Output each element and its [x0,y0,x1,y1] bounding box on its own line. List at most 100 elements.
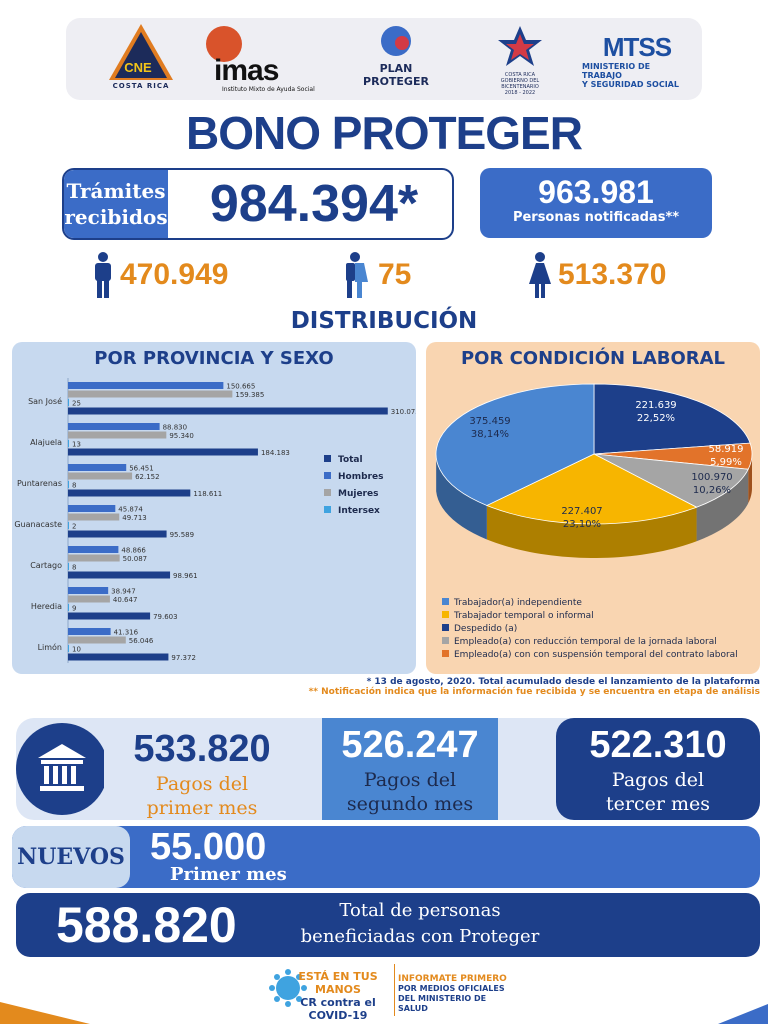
plan-proteger-line2: PROTEGER [363,75,429,88]
legend-label: Hombres [338,472,383,482]
category-label: Heredia [31,602,62,611]
tramites-label-line1: Trámites [66,179,166,203]
bar-value-label: 56.451 [129,465,154,473]
category-label: Puntarenas [17,479,62,488]
bar-value-label: 88.830 [163,424,188,432]
pie-slice-side [748,454,752,504]
pie-percent-label: 10,26% [693,485,731,496]
gender-intersex: 75 [338,250,411,300]
gobierno-line2: GOBIERNO DEL BICENTENARIO [500,78,540,90]
bar-value-label: 95.589 [170,531,195,539]
bar-intersex [68,481,69,488]
pago-primer-line1: Pagos del [155,773,249,795]
gobierno-line3: 2018 - 2022 [504,90,536,96]
pie-slice-side [696,469,749,542]
mtss-line2: Y SEGURIDAD SOCIAL [582,80,679,89]
pago-tercer-mes: 522.310 Pagos del tercer mes [556,718,760,820]
info-text: INFORMATE PRIMERO POR MEDIOS OFICIALES D… [398,974,518,1014]
virus-icon [269,969,307,1007]
info-line2: POR MEDIOS OFICIALES [398,984,505,993]
info-line3: DEL MINISTERIO DE SALUD [398,994,487,1013]
footer: ESTÁ EN TUS MANOS CR contra el COVID-19 … [260,962,520,1022]
bar-hombres [68,587,109,594]
notificadas-box: 963.981 Personas notificadas** [480,168,712,238]
bar-value-label: 8 [72,482,76,490]
bar-intersex [68,604,69,611]
bar-total [68,612,151,620]
gender-hombres: 470.949 [92,250,228,300]
pie-value-label: 58.919 [709,444,744,455]
pie-legend-swatch [442,650,449,657]
bar-mujeres [68,595,110,603]
pie-value-label: 375.459 [469,416,510,427]
bar-value-label: 184.183 [261,449,290,457]
pie-slice [435,383,595,506]
bar-value-label: 13 [72,441,81,449]
bar-value-label: 38.947 [111,588,136,596]
pago-segundo-mes: 526.247 Pagos del segundo mes [322,718,498,820]
hombres-value: 470.949 [120,258,229,291]
pie-slice [485,453,698,525]
pago-segundo-value: 526.247 [341,724,479,766]
bar-intersex [68,440,69,447]
laboral-panel: POR CONDICIÓN LABORAL 375.459 38,14% 221.6… [426,342,760,674]
bar-value-label: 8 [72,564,76,572]
legend-swatch [324,489,331,496]
bar-value-label: 150.665 [226,383,255,391]
bar-value-label: 48.866 [121,547,146,555]
intersex-icon [346,252,368,298]
bar-total [68,489,191,497]
bar-total [68,407,388,415]
legend-swatch [324,506,331,513]
bar-value-label: 118.611 [193,490,222,498]
legend-label: Intersex [338,506,380,516]
category-label: Guanacaste [14,520,62,529]
pago-tercer-value: 522.310 [589,724,727,766]
bar-intersex [68,399,69,406]
pago-tercer-line2: tercer mes [606,793,710,815]
pie-legend-swatch [442,637,449,644]
cne-logo: CNE COSTA RICA [106,24,176,94]
bar-value-label: 159.385 [235,391,264,399]
tramites-value: 984.394* [209,175,419,233]
tramites-box: Trámites recibidos 984.394* [62,168,454,240]
total-label: Total de personas beneficiadas con Prote… [270,898,570,950]
campaign-line1: ESTÁ EN TUS MANOS [298,970,378,996]
tramites-label: Trámites recibidos [64,170,168,238]
category-label: San José [28,396,62,406]
bar-value-label: 97.372 [171,654,196,662]
bar-total [68,653,169,661]
bar-mujeres [68,431,167,439]
provincia-panel: POR PROVINCIA Y SEXO San José 150.665 159.… [12,342,416,674]
pago-segundo-line2: segundo mes [346,793,474,815]
gobierno-logo: COSTA RICA GOBIERNO DEL BICENTENARIO 201… [482,24,558,96]
pie-legend-swatch [442,598,449,605]
legend-label: Total [338,455,363,465]
imas-logo-text: imas [214,54,279,87]
laboral-pie-chart: 375.459 38,14% 221.639 22,52% 58.919 5,99% 100… [435,383,753,660]
bar-value-label: 79.603 [153,613,178,621]
mtss-logo: MTSS MINISTERIO DE TRABAJO Y SEGURIDAD S… [582,32,692,102]
mtss-logo-text: MTSS [602,32,672,62]
imas-emblem-icon [206,26,242,62]
campaign-line2: CR contra el COVID-19 [300,996,376,1022]
bar-value-label: 2 [72,523,76,531]
page-title: BONO PROTEGER [186,107,583,159]
footnote-2: ** Notificación indica que la informació… [308,687,760,697]
woman-icon [529,252,551,298]
bar-value-label: 9 [72,605,76,613]
legend-swatch [324,472,331,479]
pie-legend-label: Empleado(a) con con suspensión temporal … [454,649,738,660]
bar-total [68,571,171,579]
pago-primer-line2: primer mes [146,797,258,819]
campaign-text: ESTÁ EN TUS MANOS CR contra el COVID-19 [282,970,394,1022]
bar-value-label: 40.647 [113,596,138,604]
bar-hombres [68,546,119,553]
category-label: Cartago [30,561,62,570]
footnotes: * 13 de agosto, 2020. Total acumulado de… [300,677,760,697]
logos-bar: CNE COSTA RICA imas Instituto Mixto de A… [66,18,702,100]
pago-tercer-line1: Pagos del [611,769,705,791]
pie-percent-label: 22,52% [637,413,675,424]
